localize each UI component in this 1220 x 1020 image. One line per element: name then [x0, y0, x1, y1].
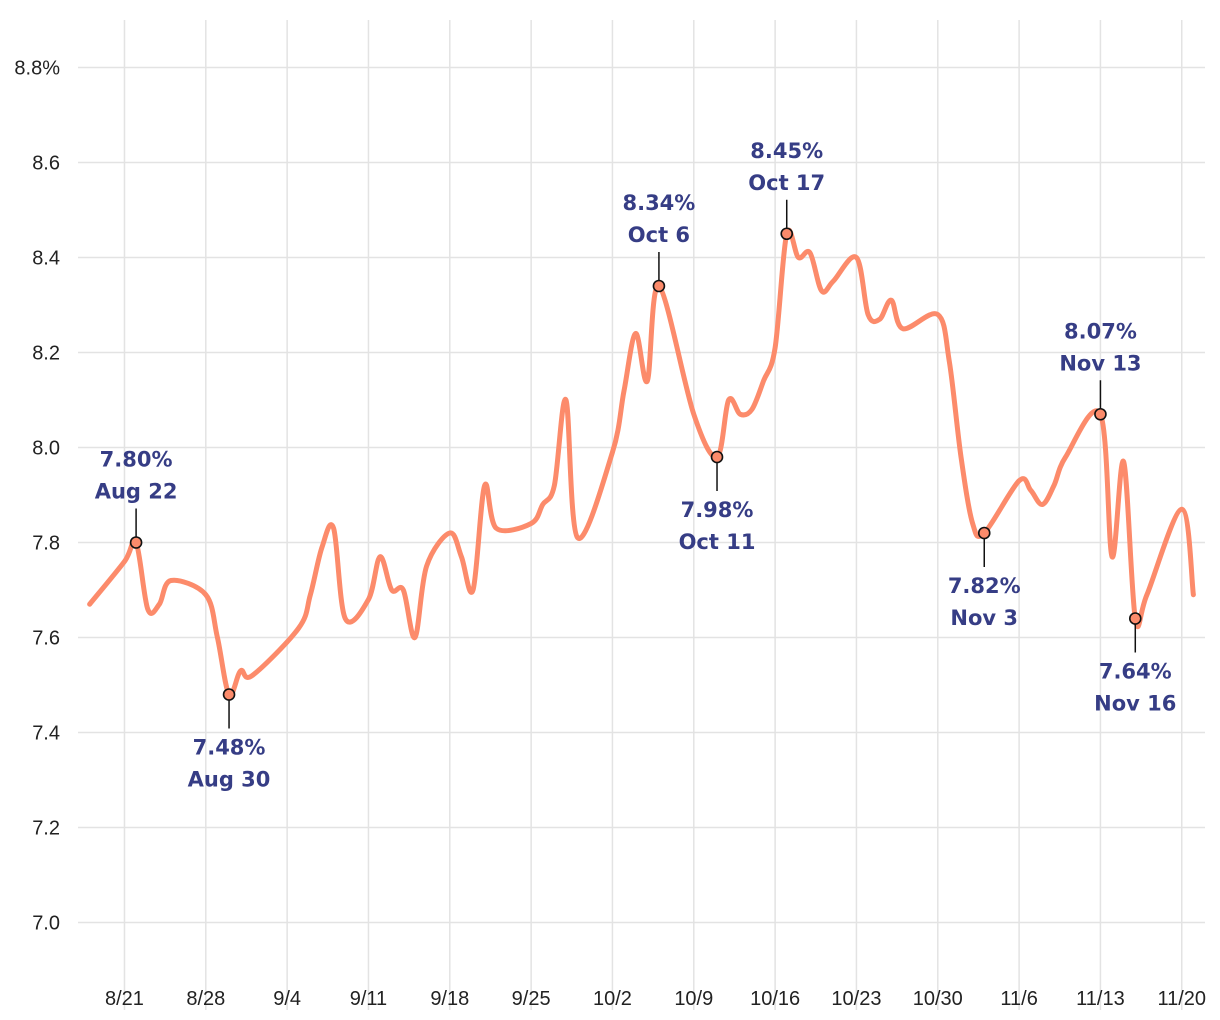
x-tick-label: 11/6: [1000, 988, 1037, 1010]
annotation-2023-10-06: 8.34% Oct 6: [622, 191, 695, 293]
y-tick-label: 8.4: [32, 248, 60, 270]
x-tick-label: 9/4: [273, 988, 301, 1010]
x-axis-ticks: 8/21 8/28 9/4 9/11 9/18 9/25 10/2 10/9 10/16 10/2…: [105, 988, 1206, 1010]
x-tick-label: 10/30: [913, 988, 963, 1010]
annotation-value-label: 7.64%: [1099, 660, 1172, 684]
annotation-2023-11-16: 7.64% Nov 16: [1094, 612, 1176, 716]
y-axis-ticks: 7.0 7.2 7.4 7.6 7.8 8.0 8.2 8.4 8.6 8.8%: [14, 58, 60, 935]
annotation-marker: [129, 536, 143, 549]
x-tick-label: 9/25: [512, 988, 551, 1010]
y-tick-label: 7.2: [32, 818, 60, 840]
annotation-date-label: Oct 11: [679, 530, 756, 554]
y-tick-label: 8.0: [32, 438, 60, 460]
annotation-value-label: 7.48%: [193, 736, 266, 760]
annotation-marker: [710, 450, 724, 464]
annotation-marker: [977, 526, 991, 540]
annotation-value-label: 8.07%: [1064, 319, 1137, 343]
x-tick-label: 10/16: [750, 988, 800, 1010]
annotation-date-label: Nov 16: [1094, 692, 1176, 716]
x-tick-label: 11/20: [1157, 988, 1206, 1010]
annotation-marker: [780, 227, 794, 241]
annotation-value-label: 7.98%: [681, 498, 754, 522]
annotation-2023-10-11: 7.98% Oct 11: [679, 450, 756, 554]
y-tick-label: 7.4: [32, 723, 60, 745]
series-layer: [87, 227, 1196, 698]
annotation-marker: [222, 688, 236, 701]
x-tick-label: 10/23: [831, 988, 881, 1010]
y-tick-label: 7.0: [32, 913, 60, 935]
annotation-value-label: 8.45%: [750, 139, 823, 163]
grid-layer: [78, 20, 1205, 1010]
annotation-2023-08-30: 7.48% Aug 30: [188, 688, 271, 792]
annotation-date-label: Nov 13: [1059, 351, 1141, 375]
x-tick-label: 9/11: [350, 988, 387, 1010]
annotation-date-label: Aug 30: [188, 768, 271, 792]
x-tick-label: 8/21: [105, 988, 144, 1010]
x-tick-label: 10/9: [674, 988, 713, 1010]
annotation-2023-08-22: 7.80% Aug 22: [95, 448, 178, 549]
annotation-value-label: 7.82%: [948, 574, 1021, 598]
annotation-2023-10-17: 8.45% Oct 17: [748, 139, 825, 241]
annotation-layer: 7.80% Aug 22 7.48% Aug 30 8.34% Oct 6 7.98% Oct…: [95, 139, 1177, 792]
x-tick-label: 8/28: [186, 988, 225, 1010]
annotation-marker: [1094, 407, 1107, 421]
annotation-marker: [652, 279, 666, 293]
x-tick-label: 9/18: [430, 988, 469, 1010]
series-line: [87, 227, 1196, 698]
annotation-value-label: 7.80%: [100, 448, 173, 472]
x-tick-label: 11/13: [1076, 988, 1125, 1010]
annotation-marker: [1128, 612, 1142, 625]
annotation-date-label: Aug 22: [95, 480, 178, 504]
y-tick-label: 8.2: [32, 343, 60, 365]
annotation-date-label: Oct 6: [628, 223, 690, 247]
annotation-2023-11-13: 8.07% Nov 13: [1059, 319, 1142, 421]
y-tick-label: 7.6: [32, 628, 60, 650]
annotation-date-label: Nov 3: [950, 606, 1018, 630]
annotation-value-label: 8.34%: [622, 191, 695, 215]
x-tick-label: 10/2: [593, 988, 632, 1010]
y-tick-label: 8.6: [32, 153, 60, 175]
y-tick-label: 7.8: [32, 533, 60, 555]
annotation-2023-11-03: 7.82% Nov 3: [948, 526, 1021, 630]
annotation-date-label: Oct 17: [748, 171, 825, 195]
y-tick-label: 8.8%: [14, 58, 60, 80]
